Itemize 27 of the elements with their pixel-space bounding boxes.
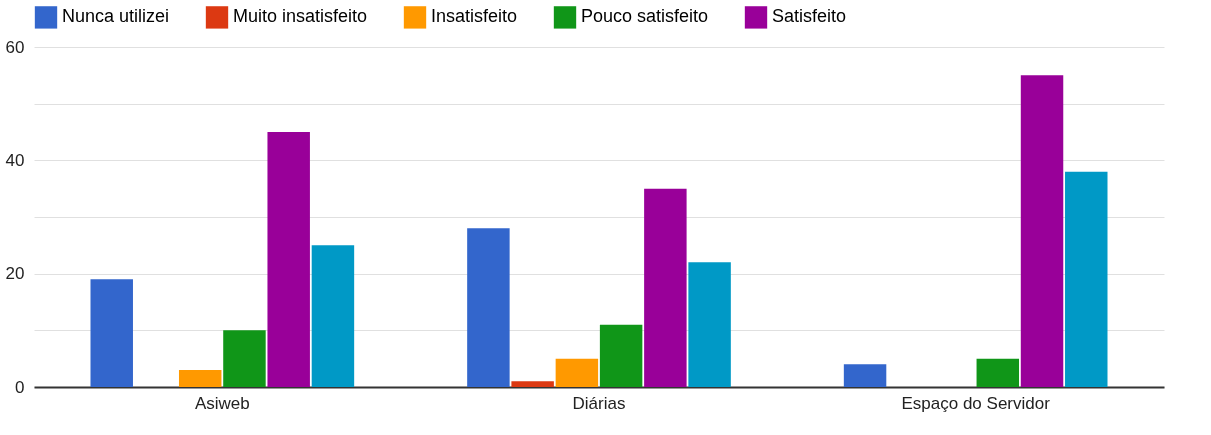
x-tick-label: Diárias <box>572 393 626 413</box>
x-tick-label: Espaço do Servidor <box>901 393 1051 413</box>
legend-label: Insatisfeito <box>431 6 518 27</box>
bar <box>511 381 554 387</box>
legend-label: Pouco satisfeito <box>581 6 709 27</box>
bar <box>90 279 133 387</box>
bar <box>1065 171 1108 387</box>
bar <box>644 188 687 387</box>
bar <box>223 330 266 387</box>
bar <box>599 324 643 387</box>
y-tick-label: 40 <box>5 150 25 170</box>
y-tick-label: 0 <box>15 377 25 397</box>
bar <box>688 262 731 387</box>
bar <box>267 132 310 387</box>
bar <box>843 364 887 387</box>
x-tick-label: Asiweb <box>194 393 250 413</box>
bar <box>467 228 510 387</box>
bar <box>976 358 1020 387</box>
bar <box>178 370 222 387</box>
bar <box>1020 75 1064 387</box>
bar <box>311 245 355 387</box>
y-tick-label: 20 <box>5 264 25 284</box>
legend-label: Satisfeito <box>772 6 847 27</box>
y-tick-label: 60 <box>5 37 25 57</box>
bar <box>555 358 599 387</box>
legend-label: Muito insatisfeito <box>233 6 368 27</box>
legend-label: Nunca utilizei <box>62 6 170 27</box>
